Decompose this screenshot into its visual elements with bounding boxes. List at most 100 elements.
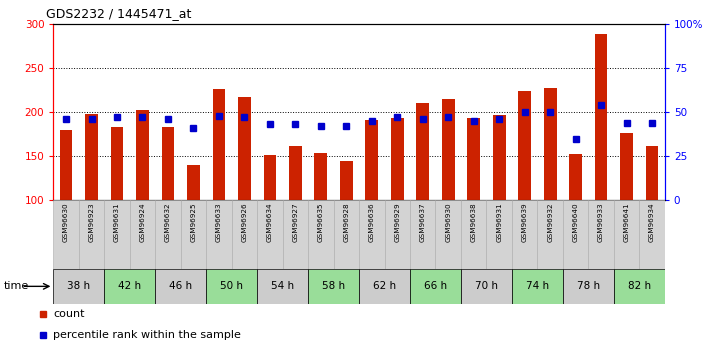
Text: count: count xyxy=(53,309,85,319)
Text: GSM96934: GSM96934 xyxy=(649,202,655,242)
Bar xyxy=(333,200,359,269)
Bar xyxy=(232,200,257,269)
Bar xyxy=(461,200,486,269)
Bar xyxy=(614,269,665,304)
Bar xyxy=(538,200,563,269)
Text: GSM96640: GSM96640 xyxy=(572,202,579,242)
Bar xyxy=(213,89,225,200)
Text: GSM96641: GSM96641 xyxy=(624,202,629,242)
Text: GSM96932: GSM96932 xyxy=(547,202,553,242)
Bar xyxy=(289,146,301,200)
Text: 54 h: 54 h xyxy=(271,282,294,291)
Bar xyxy=(442,99,454,200)
Text: GSM96929: GSM96929 xyxy=(395,202,400,242)
Bar xyxy=(594,34,607,200)
Bar xyxy=(359,200,385,269)
Text: 70 h: 70 h xyxy=(475,282,498,291)
Bar xyxy=(589,200,614,269)
Bar xyxy=(518,91,531,200)
Text: GSM96933: GSM96933 xyxy=(598,202,604,242)
Text: 42 h: 42 h xyxy=(118,282,141,291)
Text: time: time xyxy=(4,282,29,291)
Bar xyxy=(181,200,206,269)
Bar xyxy=(105,200,129,269)
Bar xyxy=(105,269,155,304)
Bar xyxy=(238,97,251,200)
Bar xyxy=(53,269,105,304)
Bar xyxy=(563,200,589,269)
Bar xyxy=(206,269,257,304)
Bar xyxy=(257,200,283,269)
Text: GSM96925: GSM96925 xyxy=(191,202,196,242)
Text: GSM96633: GSM96633 xyxy=(216,202,222,242)
Bar xyxy=(639,200,665,269)
Bar xyxy=(111,127,124,200)
Bar xyxy=(512,200,538,269)
Bar xyxy=(129,200,155,269)
Bar xyxy=(308,269,359,304)
Bar xyxy=(410,269,461,304)
Text: 62 h: 62 h xyxy=(373,282,396,291)
Bar xyxy=(155,269,206,304)
Bar xyxy=(461,269,512,304)
Text: 58 h: 58 h xyxy=(322,282,345,291)
Text: 74 h: 74 h xyxy=(526,282,549,291)
Text: GSM96634: GSM96634 xyxy=(267,202,273,242)
Text: GSM96632: GSM96632 xyxy=(165,202,171,242)
Bar xyxy=(486,200,512,269)
Bar xyxy=(620,133,633,200)
Text: GSM96924: GSM96924 xyxy=(139,202,146,242)
Text: 46 h: 46 h xyxy=(169,282,192,291)
Text: percentile rank within the sample: percentile rank within the sample xyxy=(53,330,241,339)
Bar xyxy=(417,104,429,200)
Bar xyxy=(187,165,200,200)
Text: GSM96931: GSM96931 xyxy=(496,202,502,242)
Bar xyxy=(391,118,404,200)
Text: 78 h: 78 h xyxy=(577,282,600,291)
Text: GSM96631: GSM96631 xyxy=(114,202,120,242)
Text: GSM96926: GSM96926 xyxy=(242,202,247,242)
Text: 50 h: 50 h xyxy=(220,282,243,291)
Text: GSM96637: GSM96637 xyxy=(419,202,426,242)
Bar xyxy=(467,118,480,200)
Text: GSM96638: GSM96638 xyxy=(471,202,476,242)
Bar xyxy=(435,200,461,269)
Text: GSM96923: GSM96923 xyxy=(89,202,95,242)
Bar xyxy=(60,130,73,200)
Text: 38 h: 38 h xyxy=(68,282,90,291)
Bar xyxy=(155,200,181,269)
Bar xyxy=(493,115,506,200)
Bar xyxy=(314,154,327,200)
Bar xyxy=(563,269,614,304)
Bar xyxy=(136,110,149,200)
Bar xyxy=(85,114,98,200)
Bar xyxy=(570,154,582,200)
Text: GSM96635: GSM96635 xyxy=(318,202,324,242)
Bar xyxy=(385,200,410,269)
Text: GSM96639: GSM96639 xyxy=(522,202,528,242)
Bar xyxy=(359,269,410,304)
Bar xyxy=(544,88,557,200)
Bar xyxy=(161,127,174,200)
Text: GSM96928: GSM96928 xyxy=(343,202,349,242)
Bar xyxy=(340,160,353,200)
Bar xyxy=(512,269,563,304)
Text: 66 h: 66 h xyxy=(424,282,447,291)
Bar xyxy=(79,200,105,269)
Bar xyxy=(257,269,308,304)
Text: GDS2232 / 1445471_at: GDS2232 / 1445471_at xyxy=(46,7,191,20)
Text: GSM96927: GSM96927 xyxy=(292,202,299,242)
Bar xyxy=(206,200,232,269)
Bar xyxy=(410,200,435,269)
Bar xyxy=(283,200,308,269)
Bar xyxy=(308,200,333,269)
Bar xyxy=(365,120,378,200)
Text: GSM96636: GSM96636 xyxy=(369,202,375,242)
Text: GSM96930: GSM96930 xyxy=(445,202,451,242)
Text: GSM96630: GSM96630 xyxy=(63,202,69,242)
Bar xyxy=(614,200,639,269)
Bar xyxy=(264,155,277,200)
Bar xyxy=(53,200,79,269)
Bar xyxy=(646,146,658,200)
Text: 82 h: 82 h xyxy=(628,282,651,291)
